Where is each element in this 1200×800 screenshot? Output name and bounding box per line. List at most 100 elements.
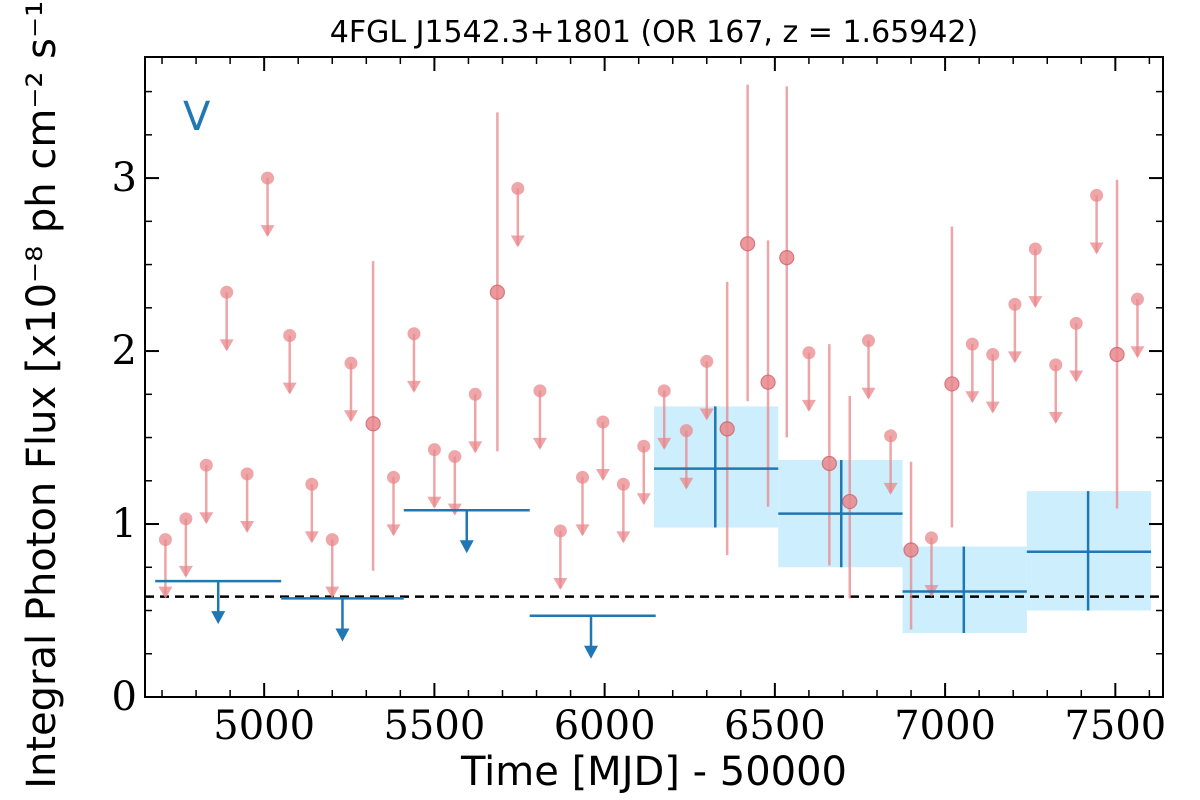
long-bin-error-bands [654,406,1152,633]
long-bin-limit-arrow [459,540,474,554]
short-bin-limit-arrow [260,225,275,238]
short-bin-limit-point [387,470,401,484]
short-bin-limit-arrow [1089,242,1104,255]
short-bin-limit-point [448,450,462,464]
plot-frame [144,56,1164,698]
short-bin-limit-arrow [386,524,401,537]
short-bin-limit-point [884,429,898,443]
short-bin-limit-point [679,424,693,438]
short-bin-limit-arrow [219,339,234,352]
short-bin-limit-arrow [304,531,319,544]
short-bin-limit-point [802,346,816,360]
short-bin-limit-point [700,354,714,368]
short-bin-limit-point [511,181,525,195]
short-bin-limit-point [553,524,567,538]
x-tick-label: 7500 [1064,703,1166,749]
short-bin-limit-point [861,334,875,348]
y-axis-ticks: 0 1 2 3 [112,90,1163,720]
x-tick-label: 7000 [894,703,996,749]
short-bin-limit-point [1090,188,1104,202]
short-bin-limit-arrow [657,437,672,450]
short-bin-limit-arrow [699,408,714,421]
short-bin-limit-point [1069,316,1083,330]
short-bin-detection-point [1109,346,1125,363]
short-bin-limit-point [986,348,1000,362]
short-bin-limit-point [596,415,610,429]
short-bin-detections [365,84,1125,630]
short-bin-limit-point [965,337,979,351]
short-bin-detection-point [489,284,505,300]
short-bin-limit-arrow [1130,346,1145,359]
band-label: V [183,94,211,140]
short-bin-limit-point [179,512,193,526]
short-bin-limit-arrow [468,441,483,454]
short-bin-limit-point [1130,292,1144,306]
short-bin-limit-point [240,467,254,481]
y-axis-label: Integral Photon Flux [x10⁻⁸ ph cm⁻² s⁻¹] [19,0,65,789]
short-bin-limit-point [637,439,651,453]
short-bin-detection-point [740,236,756,252]
short-bin-limit-point [344,356,358,370]
short-bin-limit-arrow [427,496,442,509]
short-bin-limit-point [533,384,547,398]
short-bin-limit-arrow [679,477,694,490]
short-bin-limit-point [427,443,441,457]
short-bin-detection-point [903,542,919,558]
short-bin-limit-arrow [240,520,255,533]
short-bin-limit-point [1008,297,1022,311]
x-tick-label: 5500 [383,703,485,749]
short-bin-limit-point [1049,358,1063,372]
y-tick-label: 3 [112,155,137,201]
x-tick-label: 5000 [213,703,315,749]
x-tick-label: 6500 [724,703,826,749]
chart-title: 4FGL J1542.3+1801 (OR 167, z = 1.65942) [330,15,978,50]
short-bin-limit-arrow [1069,370,1084,383]
short-bin-limit-arrow [985,401,1000,414]
long-bin-upper-limits [155,508,656,659]
short-bin-limit-arrow [616,531,631,544]
short-bin-limit-point [305,477,319,491]
short-bin-limit-arrow [595,469,610,482]
short-bin-limit-arrow [575,524,590,537]
short-bin-limit-point [283,328,297,342]
short-bin-limit-point [158,533,172,547]
short-bin-detection-point [719,421,735,437]
short-bin-detection-point [779,250,795,266]
long-bin-limit-arrow [211,611,226,625]
short-bin-limit-arrow [861,387,876,400]
short-bin-limit-arrow [282,382,297,395]
short-bin-limit-point [407,327,421,341]
short-bin-limit-point [657,384,671,398]
short-bin-limit-point [576,470,590,484]
short-bin-limit-arrow [1007,351,1022,364]
short-bin-limit-arrow [883,482,898,495]
short-bin-limit-arrow [406,380,421,393]
short-bin-limit-point [1028,242,1042,256]
short-bin-limit-point [616,477,630,491]
x-axis-label: Time [MJD] - 50000 [460,749,847,795]
short-bin-limit-arrow [801,399,816,412]
short-bin-limit-arrow [965,391,980,404]
short-bin-detection-point [842,493,858,510]
short-bin-limit-arrow [510,235,525,248]
short-bin-limit-arrow [553,578,568,591]
y-tick-label: 0 [112,674,137,720]
short-bin-limit-point [325,533,339,547]
y-tick-label: 1 [112,501,137,547]
short-bin-detection-point [944,376,960,392]
short-bin-limit-arrow [532,437,547,450]
short-bin-limit-arrow [343,410,358,423]
short-bin-limit-point [924,531,938,545]
short-bin-detection-point [821,455,837,472]
short-bin-limit-arrow [178,565,193,578]
short-bin-upper-limits [158,171,1145,599]
x-tick-label: 6000 [554,703,656,749]
short-bin-limit-point [468,387,482,401]
short-bin-limit-point [220,285,234,299]
long-bin-limit-arrow [335,628,350,642]
short-bin-limit-arrow [1048,411,1063,424]
short-bin-limit-arrow [636,493,651,506]
short-bin-detection-point [760,374,776,390]
short-bin-limit-arrow [158,586,173,599]
